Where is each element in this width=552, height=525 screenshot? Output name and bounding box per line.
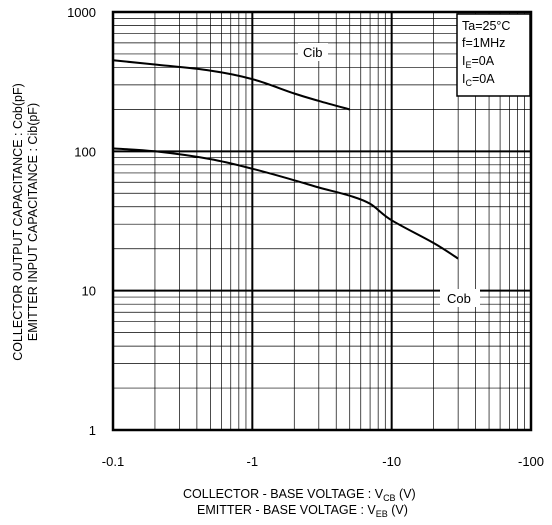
series-cib-line bbox=[112, 59, 350, 111]
label-cob-text: Cob bbox=[447, 291, 471, 306]
label-cob: Cob bbox=[440, 289, 480, 307]
condition-ic: IC=0A bbox=[462, 72, 495, 88]
series-cob-line bbox=[112, 147, 459, 260]
x-tick-label: -1 bbox=[247, 454, 259, 469]
conditions-box: Ta=25°C f=1MHz IE=0A IC=0A bbox=[456, 13, 531, 97]
y-axis-label-line1: COLLECTOR OUTPUT CAPACITANCE : Cob(pF) bbox=[11, 83, 25, 361]
y-tick-label: 10 bbox=[82, 284, 96, 299]
condition-frequency: f=1MHz bbox=[462, 36, 505, 50]
condition-ie: IE=0A bbox=[462, 54, 495, 70]
y-tick-label: 100 bbox=[74, 144, 96, 159]
x-axis-label-line1: COLLECTOR - BASE VOLTAGE : VCB (V) bbox=[183, 487, 416, 503]
tick-labels: -0.1 -1 -10 -100 1 10 100 1000 bbox=[67, 5, 544, 469]
label-cob-bg bbox=[440, 289, 480, 307]
conditions-frame bbox=[456, 13, 531, 97]
y-tick-label: 1 bbox=[89, 423, 96, 438]
label-cib: Cib bbox=[298, 43, 328, 61]
label-cib-bg bbox=[298, 43, 328, 61]
x-tick-label: -0.1 bbox=[102, 454, 124, 469]
y-axis-label-line2: EMITTER INPUT CAPACITANCE : Cib(pF) bbox=[26, 103, 40, 341]
y-tick-label: 1000 bbox=[67, 5, 96, 20]
condition-temperature: Ta=25°C bbox=[462, 19, 510, 33]
x-tick-label: -10 bbox=[382, 454, 401, 469]
curves bbox=[112, 59, 459, 260]
x-tick-label: -100 bbox=[518, 454, 544, 469]
plot-frame bbox=[111, 10, 533, 432]
x-axis-label-line2: EMITTER - BASE VOLTAGE : VEB (V) bbox=[197, 503, 408, 519]
label-cib-text: Cib bbox=[303, 45, 323, 60]
